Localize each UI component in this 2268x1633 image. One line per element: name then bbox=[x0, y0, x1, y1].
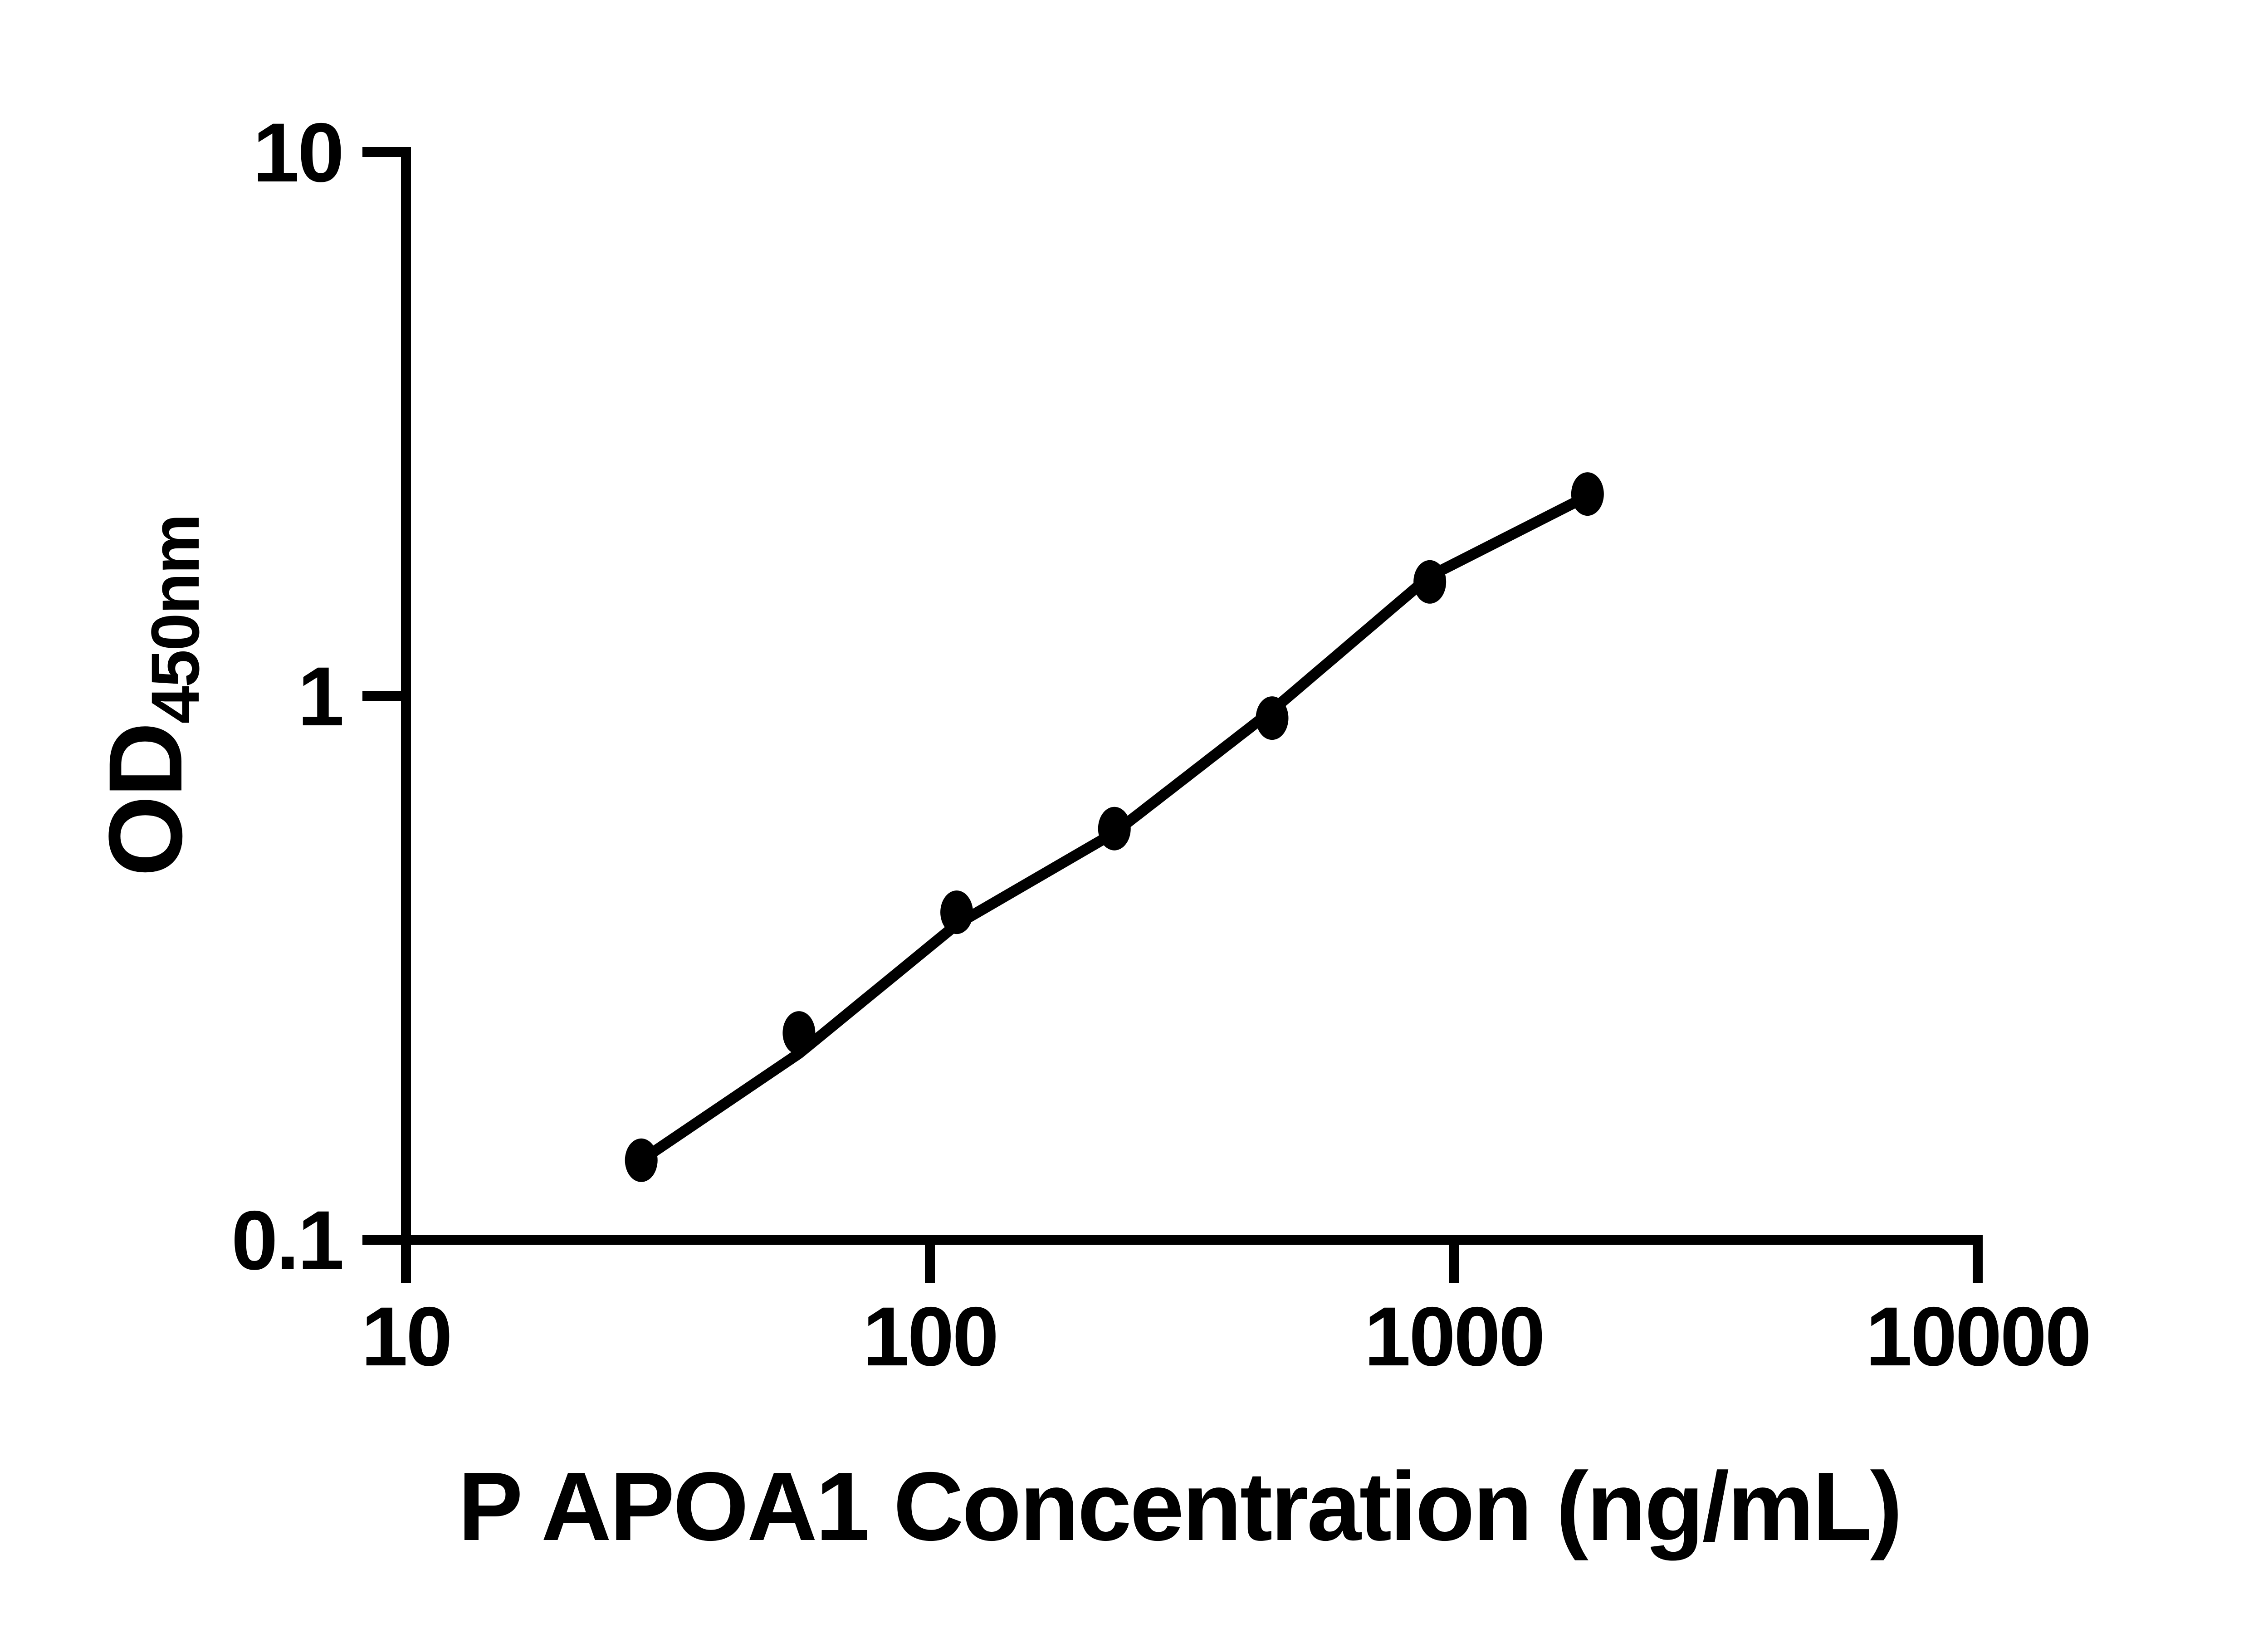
data-point bbox=[1098, 807, 1131, 851]
x-axis-line bbox=[362, 1235, 1983, 1245]
x-tick-label: 10 bbox=[361, 1290, 451, 1384]
x-tick-label: 1000 bbox=[1364, 1290, 1544, 1384]
y-tick bbox=[362, 1235, 401, 1245]
y-axis-title-main: OD bbox=[87, 724, 204, 877]
y-tick bbox=[362, 147, 401, 157]
x-tick bbox=[1973, 1245, 1983, 1283]
x-tick bbox=[925, 1245, 935, 1283]
y-axis-line bbox=[401, 147, 411, 1283]
x-axis-title: P APOA1 Concentration (ng/mL) bbox=[458, 1452, 1901, 1561]
data-point bbox=[782, 1011, 816, 1055]
y-axis-title: OD450nm bbox=[87, 515, 213, 876]
y-tick-label: 0.1 bbox=[231, 1194, 342, 1287]
x-tick bbox=[1449, 1245, 1459, 1283]
data-point bbox=[1256, 696, 1289, 740]
x-tick-label: 10000 bbox=[1866, 1290, 2090, 1384]
y-tick bbox=[362, 691, 401, 701]
data-point bbox=[625, 1138, 658, 1182]
x-tick-label: 100 bbox=[863, 1290, 997, 1384]
data-point bbox=[940, 890, 973, 934]
data-point bbox=[1413, 560, 1447, 604]
data-point bbox=[1571, 472, 1604, 516]
y-axis-title-subscript: 450nm bbox=[137, 515, 213, 724]
y-tick-label: 1 bbox=[298, 650, 342, 743]
x-tick bbox=[401, 1245, 411, 1283]
plot-area: 0.1 1 10 10 100 1000 10000 bbox=[231, 106, 2092, 1384]
y-tick-label: 10 bbox=[253, 106, 342, 200]
